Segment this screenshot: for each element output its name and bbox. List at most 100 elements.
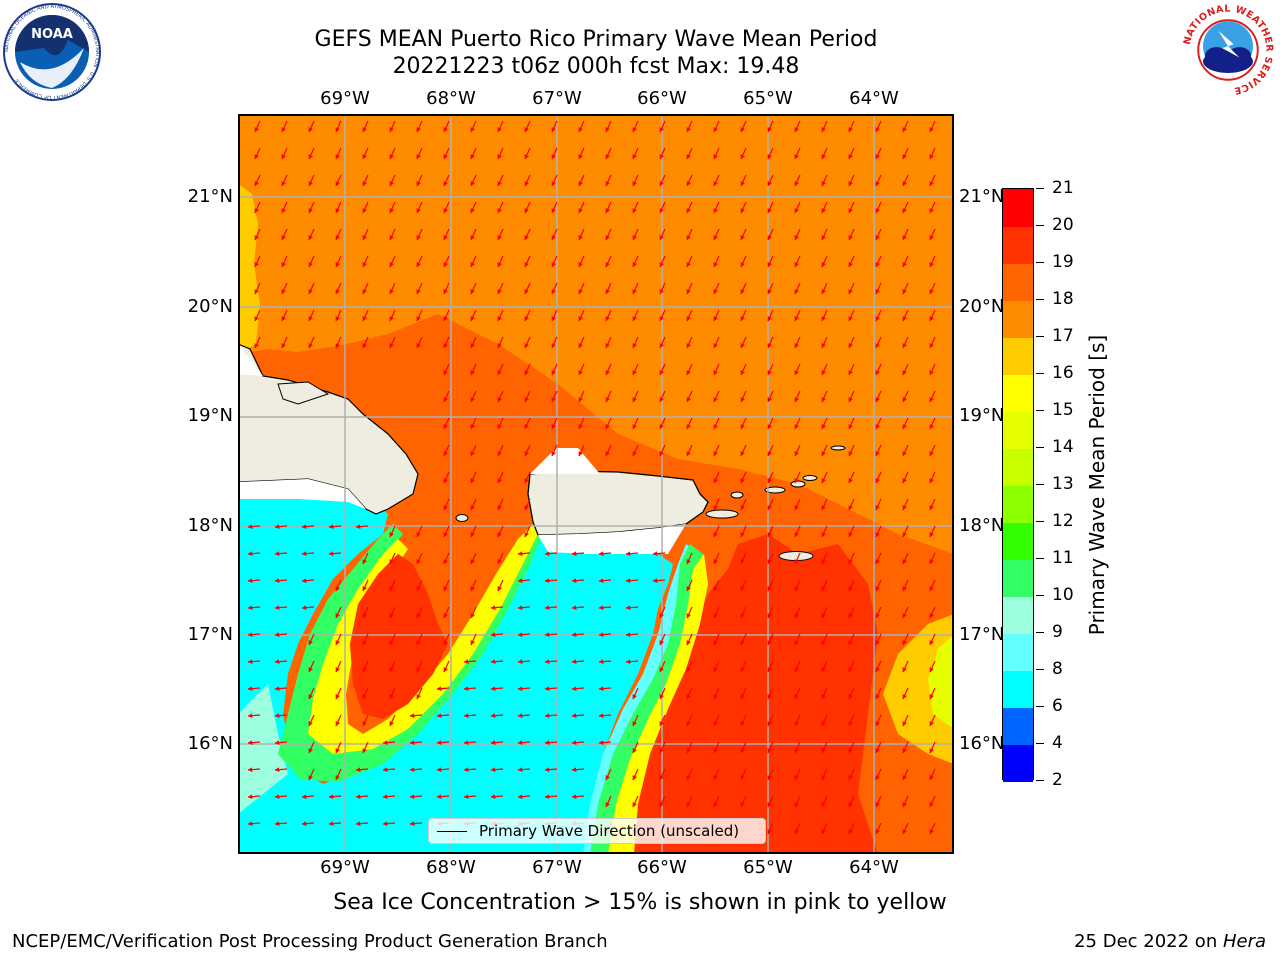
wave-direction-arrow xyxy=(436,686,450,692)
wave-direction-arrow xyxy=(490,659,504,665)
wave-direction-arrow xyxy=(713,579,720,592)
wave-direction-arrow xyxy=(389,687,396,700)
wave-direction-arrow xyxy=(794,282,801,295)
wave-direction-arrow xyxy=(740,282,747,295)
wave-direction-arrow xyxy=(524,498,531,511)
wave-direction-arrow xyxy=(389,201,396,214)
wave-direction-arrow xyxy=(713,282,720,295)
wave-direction-arrow xyxy=(767,417,774,430)
colorbar-tick-label: 17 xyxy=(1052,326,1074,346)
wave-direction-arrow xyxy=(247,551,261,557)
wave-direction-arrow xyxy=(902,336,909,349)
wave-direction-arrow xyxy=(362,120,369,133)
wave-direction-arrow xyxy=(794,471,801,484)
wave-direction-arrow xyxy=(551,390,558,403)
wave-direction-arrow xyxy=(274,821,288,827)
wave-direction-arrow xyxy=(605,120,612,133)
wave-direction-arrow xyxy=(767,444,774,457)
wave-direction-arrow xyxy=(740,390,747,403)
wave-direction-arrow xyxy=(308,147,315,160)
mona-island xyxy=(455,514,469,522)
wave-direction-arrow xyxy=(794,174,801,187)
wave-direction-arrow xyxy=(929,417,936,430)
wave-direction-arrow xyxy=(929,120,936,133)
wave-direction-arrow xyxy=(902,471,909,484)
wave-direction-arrow xyxy=(740,201,747,214)
wave-direction-arrow xyxy=(335,768,342,781)
wave-direction-arrow xyxy=(301,605,315,611)
left-lat-label: 18°N xyxy=(187,515,233,536)
wave-direction-arrow xyxy=(848,120,855,133)
wave-direction-arrow xyxy=(821,309,828,322)
wave-direction-arrow xyxy=(470,363,477,376)
wave-direction-arrow xyxy=(875,336,882,349)
wave-direction-arrow xyxy=(686,417,693,430)
wave-direction-arrow xyxy=(605,444,612,457)
wave-direction-arrow xyxy=(254,255,261,268)
wave-direction-arrow xyxy=(382,767,396,773)
wave-direction-arrow xyxy=(686,309,693,322)
wave-direction-arrow xyxy=(625,659,639,665)
wave-direction-arrow xyxy=(929,633,936,646)
wave-direction-arrow xyxy=(902,282,909,295)
wave-direction-arrow xyxy=(767,579,774,592)
wave-direction-arrow xyxy=(821,471,828,484)
culebra-island xyxy=(730,491,744,499)
wave-direction-arrow xyxy=(902,606,909,619)
wave-direction-arrow xyxy=(382,740,396,746)
wave-direction-arrow xyxy=(929,606,936,619)
wave-direction-arrow xyxy=(470,390,477,403)
colorbar-title: Primary Wave Mean Period [s] xyxy=(1085,334,1109,636)
wave-direction-arrow xyxy=(794,525,801,538)
wave-direction-arrow xyxy=(281,201,288,214)
wave-direction-arrow xyxy=(848,390,855,403)
wave-direction-arrow xyxy=(686,633,693,646)
wave-direction-arrow xyxy=(875,606,882,619)
wave-direction-arrow xyxy=(875,282,882,295)
wave-direction-arrow xyxy=(740,687,747,700)
wave-direction-arrow xyxy=(821,228,828,241)
wave-direction-arrow xyxy=(632,309,639,322)
wave-direction-arrow xyxy=(713,444,720,457)
wave-direction-arrow xyxy=(929,174,936,187)
colorbar-tick-mark xyxy=(1036,336,1044,337)
wave-direction-arrow xyxy=(551,255,558,268)
wave-direction-arrow xyxy=(686,201,693,214)
wave-direction-arrow xyxy=(652,551,666,557)
wave-direction-arrow xyxy=(767,714,774,727)
wave-direction-arrow xyxy=(929,714,936,727)
wave-direction-arrow xyxy=(848,633,855,646)
wave-direction-arrow xyxy=(416,633,423,646)
wave-direction-arrow xyxy=(247,578,261,584)
wave-direction-arrow xyxy=(659,174,666,187)
wave-direction-arrow xyxy=(416,579,423,592)
wave-direction-arrow xyxy=(416,255,423,268)
wave-direction-arrow xyxy=(659,687,666,700)
wave-direction-arrow xyxy=(713,120,720,133)
wave-direction-arrow xyxy=(767,795,774,808)
wave-direction-arrow xyxy=(686,390,693,403)
wave-direction-arrow xyxy=(308,714,315,727)
wave-direction-arrow xyxy=(794,606,801,619)
colorbar-segment xyxy=(1003,337,1033,375)
wave-direction-arrow xyxy=(308,687,315,700)
wave-direction-arrow xyxy=(632,444,639,457)
wave-direction-arrow xyxy=(551,120,558,133)
wave-direction-arrow xyxy=(875,363,882,376)
wave-direction-arrow xyxy=(497,201,504,214)
wave-direction-arrow xyxy=(328,794,342,800)
right-lat-label: 20°N xyxy=(959,296,1005,317)
wave-direction-arrow xyxy=(247,740,261,746)
wave-direction-arrow xyxy=(598,605,612,611)
wave-direction-arrow xyxy=(517,767,531,773)
wave-direction-arrow xyxy=(686,120,693,133)
wave-direction-arrow xyxy=(463,767,477,773)
wave-direction-arrow xyxy=(659,768,666,781)
wave-direction-arrow xyxy=(713,471,720,484)
wave-direction-arrow xyxy=(497,120,504,133)
wave-direction-arrow xyxy=(875,741,882,754)
wave-direction-arrow xyxy=(362,282,369,295)
map-frame xyxy=(238,114,954,854)
wave-direction-arrow xyxy=(875,633,882,646)
wave-direction-arrow xyxy=(551,174,558,187)
